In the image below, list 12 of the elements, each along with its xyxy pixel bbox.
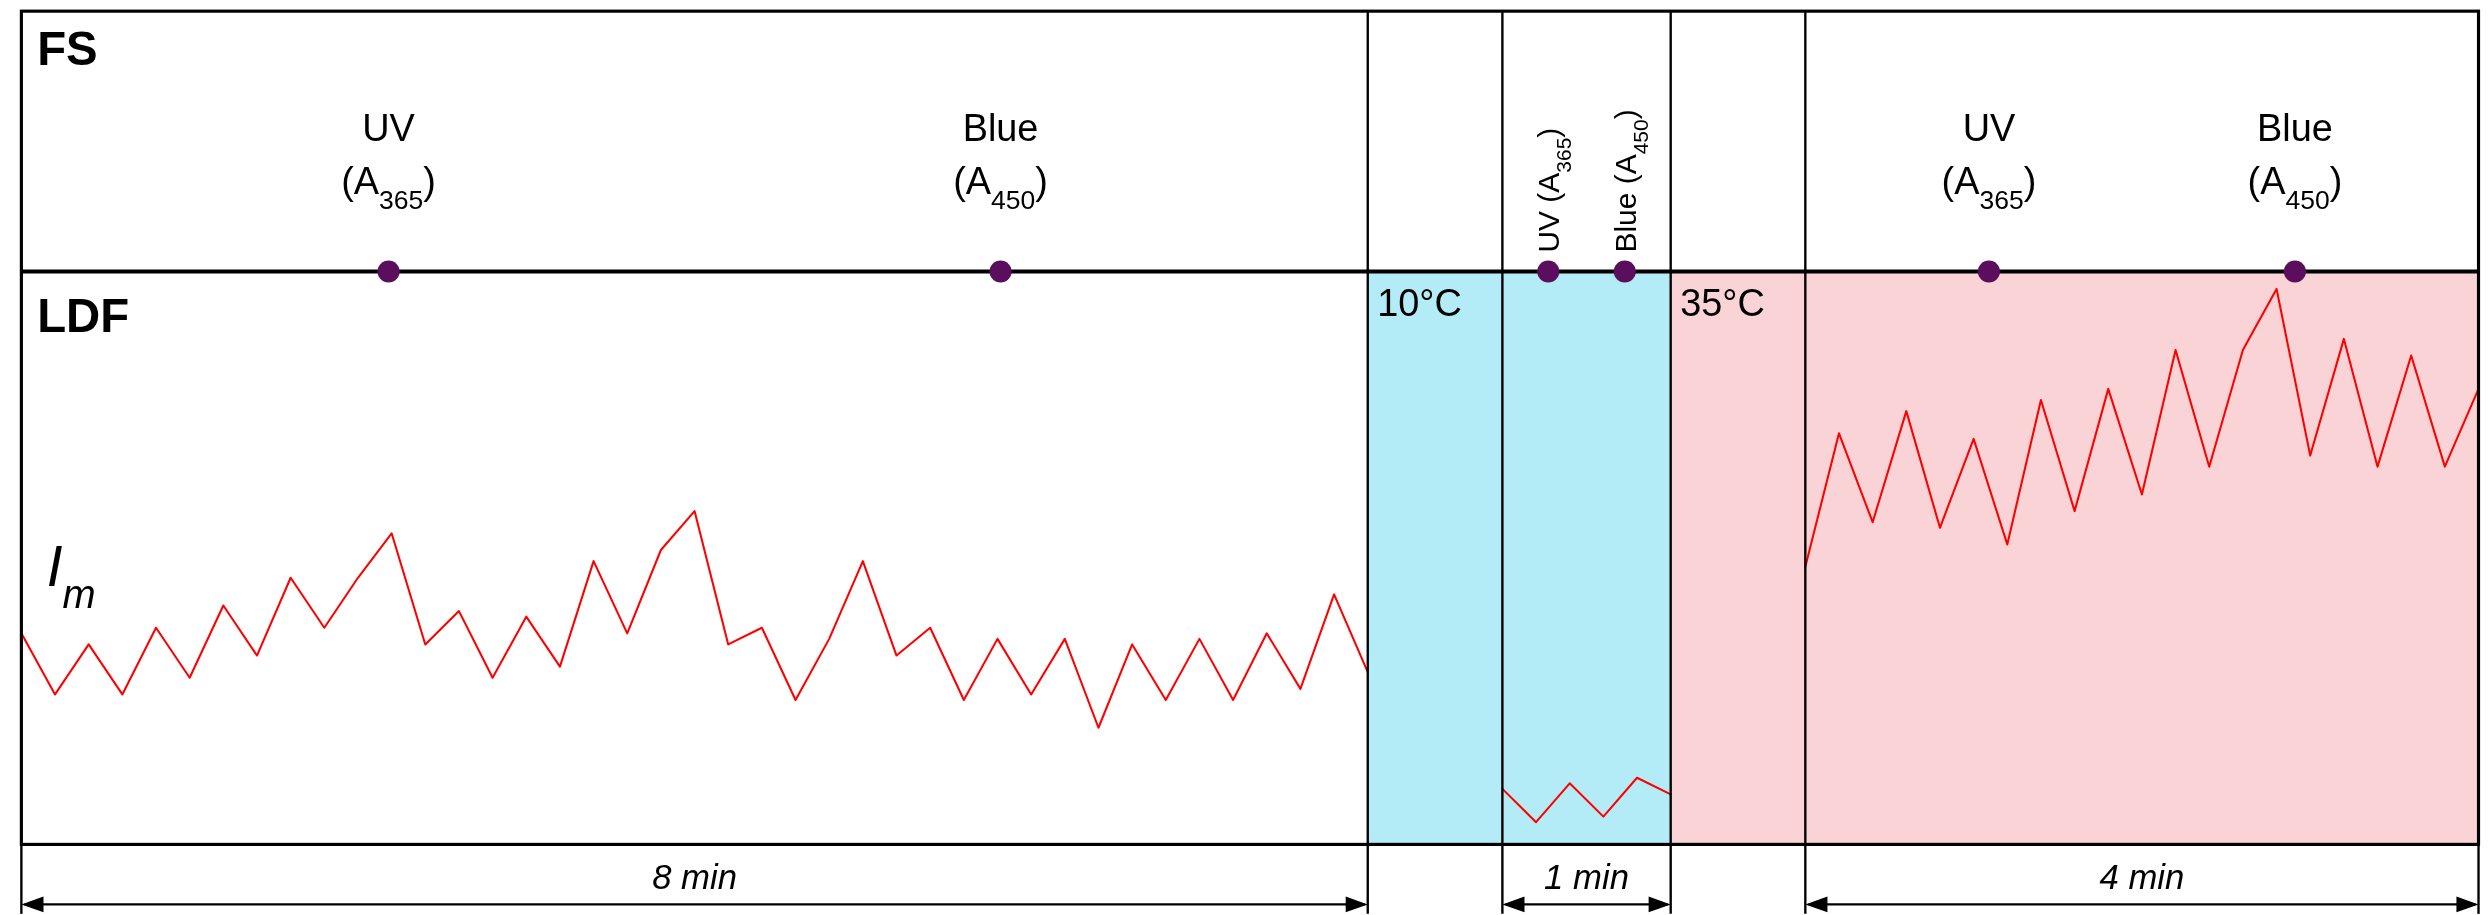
text: FS <box>37 21 98 75</box>
text: 1 min <box>1544 857 1629 896</box>
annotation: LDF <box>37 288 130 342</box>
text: UV (A$_{365}$) <box>341 106 436 216</box>
annotation: 35°C <box>1680 281 1765 324</box>
text: Blue (A$_{450}$) <box>2247 106 2343 216</box>
y-axis-title: I$_{m}$ <box>46 534 96 616</box>
text: 4 min <box>2099 857 2185 896</box>
text: 8 min <box>652 857 737 896</box>
text: UV (A$_{365}$) <box>1941 106 2037 216</box>
annotation: 10°C <box>1377 281 1462 324</box>
text: Blue (A$_{450}$) <box>953 106 1048 216</box>
